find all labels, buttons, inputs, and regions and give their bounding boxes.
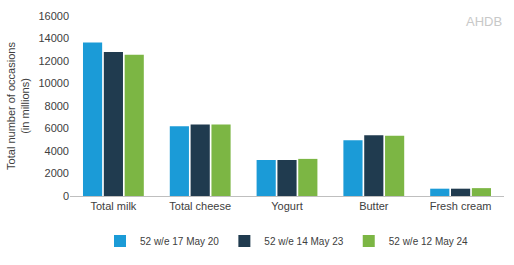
svg-text:AHDB: AHDB (466, 14, 502, 29)
svg-text:0: 0 (63, 190, 69, 202)
svg-text:14000: 14000 (38, 32, 69, 44)
svg-text:52 w/e 12 May 24: 52 w/e 12 May 24 (389, 236, 468, 247)
svg-text:8000: 8000 (45, 100, 69, 112)
svg-text:Fresh cream: Fresh cream (430, 200, 492, 212)
svg-text:Total milk: Total milk (90, 200, 136, 212)
svg-text:16000: 16000 (38, 10, 69, 22)
svg-text:Total cheese: Total cheese (169, 200, 231, 212)
svg-text:52 w/e 14 May 23: 52 w/e 14 May 23 (264, 236, 343, 247)
svg-text:12000: 12000 (38, 55, 69, 67)
svg-text:4000: 4000 (45, 145, 69, 157)
svg-text:6000: 6000 (45, 122, 69, 134)
svg-text:10000: 10000 (38, 77, 69, 89)
svg-text:2000: 2000 (45, 167, 69, 179)
svg-text:52 w/e 17 May 20: 52 w/e 17 May 20 (140, 236, 219, 247)
svg-text:Butter: Butter (359, 200, 389, 212)
svg-text:Total number of occasions(in m: Total number of occasions(in millions) (5, 42, 31, 170)
svg-text:Yogurt: Yogurt (271, 200, 302, 212)
